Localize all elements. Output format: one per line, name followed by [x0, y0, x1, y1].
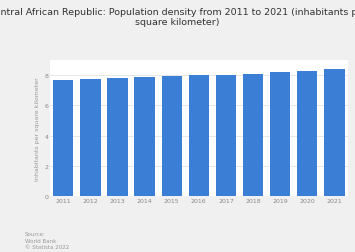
Text: Central African Republic: Population density from 2011 to 2021 (inhabitants per
: Central African Republic: Population den… — [0, 8, 355, 27]
Y-axis label: Inhabitants per square kilometer: Inhabitants per square kilometer — [35, 77, 40, 180]
Bar — [80, 80, 100, 197]
Bar — [324, 70, 344, 197]
Bar — [162, 77, 182, 197]
Bar — [53, 80, 73, 197]
Bar — [270, 73, 290, 197]
Bar — [243, 74, 263, 197]
Bar — [135, 78, 155, 197]
Bar — [216, 75, 236, 197]
Bar — [189, 76, 209, 197]
Bar — [297, 71, 317, 197]
Bar — [107, 78, 128, 197]
Text: Source:
World Bank
© Statista 2022: Source: World Bank © Statista 2022 — [25, 231, 69, 249]
